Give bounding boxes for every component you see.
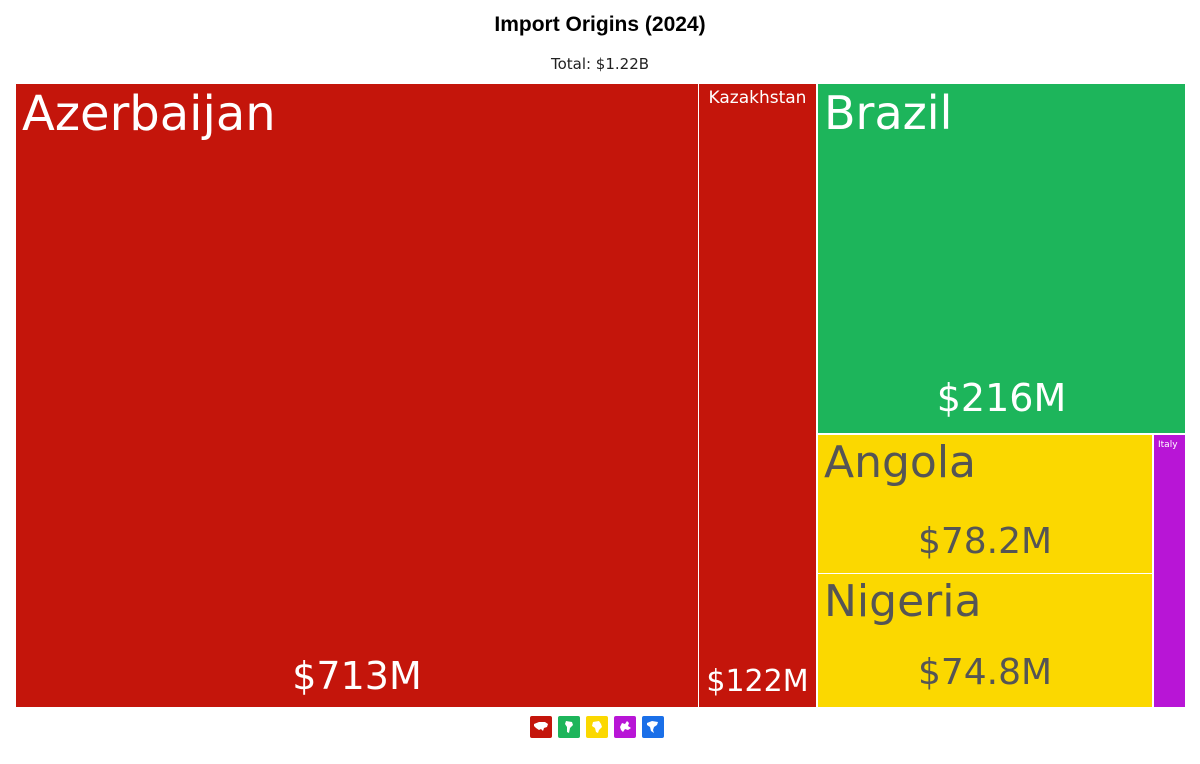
tile-value-brazil: $216M [936, 376, 1067, 420]
treemap-tile-italy[interactable]: Italy [1154, 435, 1185, 707]
tile-label-azerbaijan: Azerbaijan [22, 86, 276, 142]
africa-continent-icon [592, 721, 602, 733]
treemap-tile-brazil[interactable]: Brazil $216M [818, 84, 1185, 433]
treemap-tile-angola[interactable]: Angola $78.2M [818, 435, 1152, 573]
legend-item-south-america[interactable] [558, 716, 580, 738]
treemap-tile-azerbaijan[interactable]: Azerbaijan $713M [16, 84, 698, 707]
legend-item-north-america[interactable] [642, 716, 664, 738]
tile-value-kazakhstan: $122M [706, 664, 809, 699]
tile-value-azerbaijan: $713M [292, 654, 422, 698]
continent-legend [530, 716, 664, 738]
tile-value-nigeria: $74.8M [917, 652, 1053, 693]
legend-item-africa[interactable] [586, 716, 608, 738]
treemap-tile-kazakhstan[interactable]: Kazakhstan $122M [699, 84, 816, 707]
south-america-continent-icon [565, 721, 573, 733]
europe-continent-icon [620, 721, 631, 732]
north-america-continent-icon [647, 721, 658, 733]
chart-subtitle: Total: $1.22B [550, 55, 650, 73]
tile-label-brazil: Brazil [824, 86, 953, 140]
tile-label-angola: Angola [824, 437, 977, 488]
tile-label-italy: Italy [1158, 440, 1178, 450]
tile-label-nigeria: Nigeria [824, 576, 982, 627]
asia-continent-icon [534, 722, 548, 731]
chart-title: Import Origins (2024) [494, 13, 706, 36]
tile-label-kazakhstan: Kazakhstan [708, 88, 807, 108]
tile-value-angola: $78.2M [917, 521, 1053, 562]
legend-item-asia[interactable] [530, 716, 552, 738]
legend-item-europe[interactable] [614, 716, 636, 738]
treemap-tile-nigeria[interactable]: Nigeria $74.8M [818, 574, 1152, 707]
